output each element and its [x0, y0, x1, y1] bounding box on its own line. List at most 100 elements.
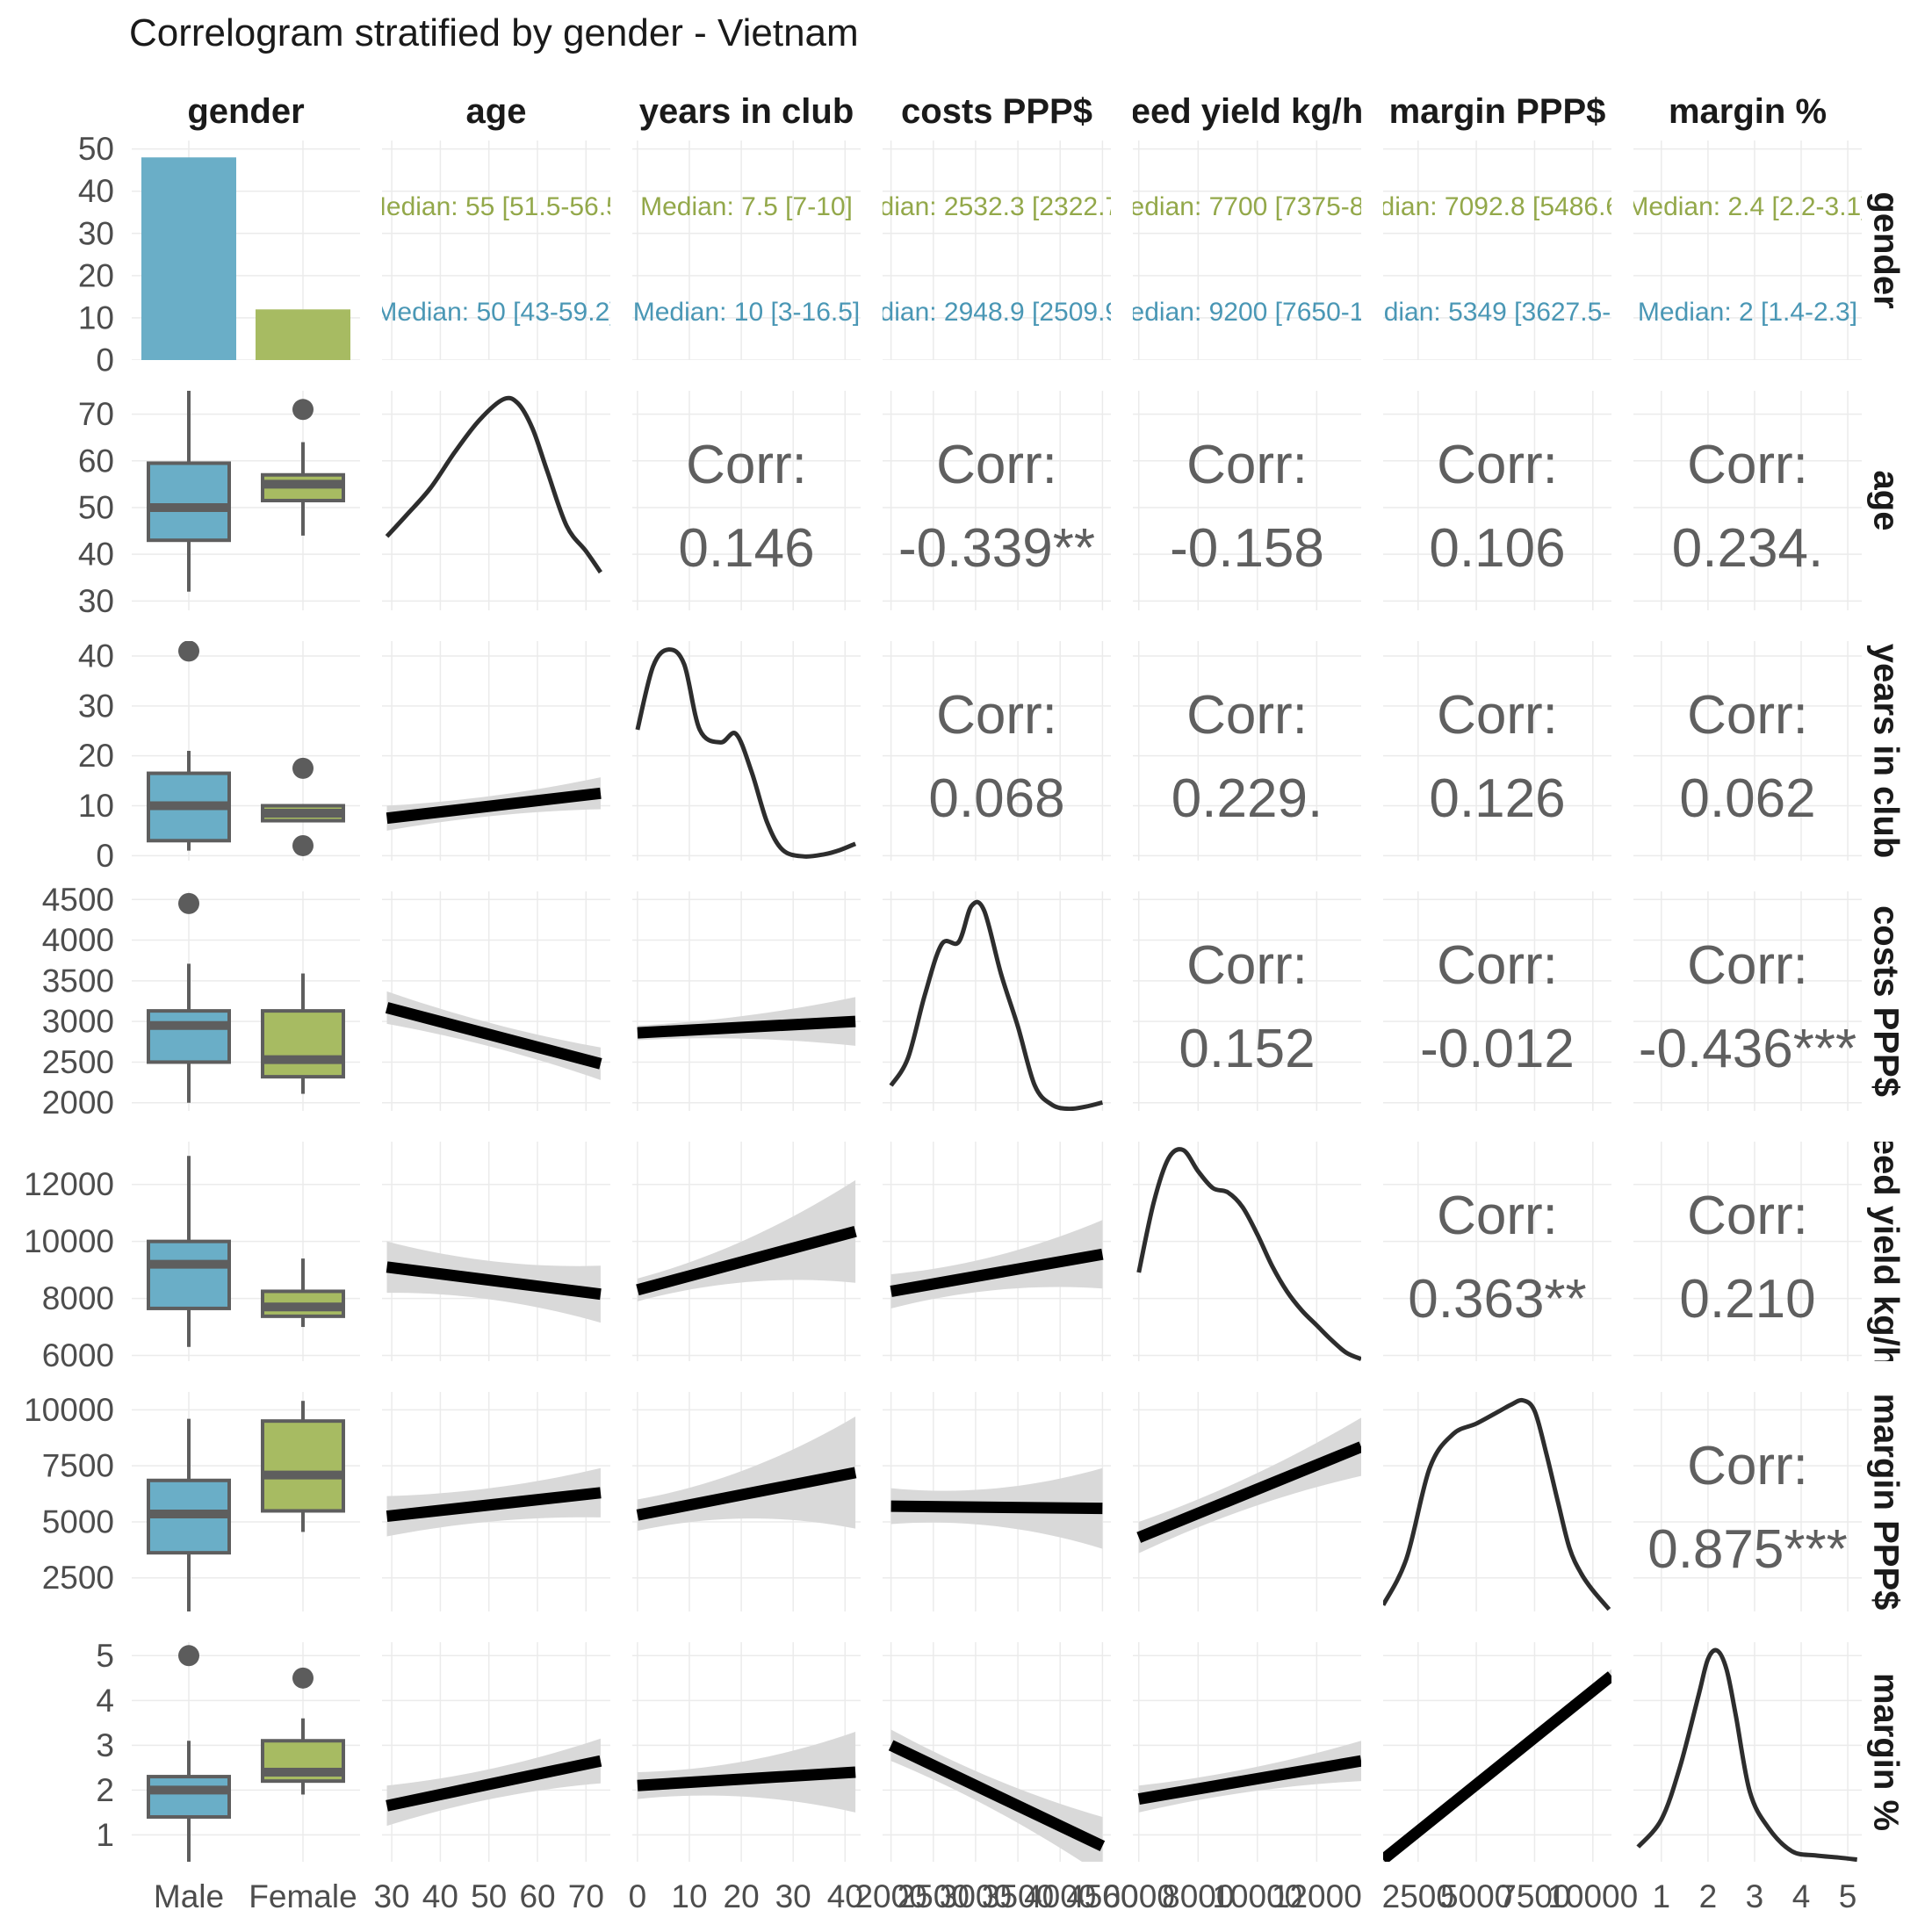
y-tick-label: 50 [78, 489, 114, 525]
x-tick-label: 6000 [1103, 1878, 1175, 1914]
panel-seed-yield-kg-ha-by-gender [132, 1142, 360, 1361]
outlier-point-female [292, 757, 314, 779]
x-tick-label: 3000 [940, 1878, 1012, 1914]
density-curve-years-in-club [635, 647, 857, 859]
x-tick-label: 2500 [898, 1878, 970, 1914]
x-tick-label: Male [154, 1878, 224, 1914]
x-tick-label: 0 [629, 1878, 647, 1914]
corr-label: Corr: [1687, 685, 1808, 746]
density-curve-margin-ppp [1383, 1397, 1611, 1611]
box-male [147, 1239, 231, 1310]
y-tick-label: 10 [78, 788, 114, 824]
regression-line [386, 1755, 602, 1812]
row-strip-group: margin % [1866, 1673, 1905, 1831]
panel-gender-by-margin: Median: 2.4 [2.2-3.1] Median: 2 [1.4-2.3] [1626, 141, 1868, 360]
regression-line [1136, 1441, 1361, 1543]
row-strip-margin-ppp: margin PPP$ [1866, 1394, 1905, 1611]
regression-line [637, 1766, 856, 1791]
y-tick-label: 10000 [24, 1223, 114, 1259]
corr-value: -0.158 [1170, 518, 1324, 579]
x-tick-label: 3500 [982, 1878, 1054, 1914]
row-strip-group: years in club [1866, 644, 1905, 859]
panel-margin-ppp-by-years-in-club [632, 1392, 861, 1611]
panel-age-by-margin-ppp: Corr: 0.106 [1383, 391, 1611, 610]
regression-line [888, 1740, 1106, 1852]
y-tick-label: 20 [78, 257, 114, 293]
median-male-margin: Median: 2 [1.4-2.3] [1638, 298, 1857, 327]
y-tick-label: 10 [78, 299, 114, 335]
x-tick-label: 10 [671, 1878, 707, 1914]
x-tick-label: 60 [519, 1878, 555, 1914]
y-tick-label: 3500 [42, 962, 114, 998]
corr-value: 0.363** [1408, 1269, 1586, 1330]
panel-years-in-club-by-margin-ppp: Corr: 0.126 [1383, 641, 1611, 861]
corr-value: 0.152 [1179, 1019, 1315, 1079]
median-male-costs-ppp: Median: 2948.9 [2509.9-3] [843, 298, 1150, 327]
panel-costs-ppp-by-margin-ppp: Corr: -0.012 [1383, 891, 1611, 1111]
y-tick-label: 2500 [42, 1044, 114, 1080]
panel-margin-by-age [382, 1642, 610, 1862]
column-strip-margin-ppp: margin PPP$ [1389, 92, 1606, 131]
panel-costs-ppp-by-years-in-club [632, 891, 861, 1111]
corr-value: 0.106 [1429, 518, 1565, 579]
y-tick-label: 2000 [42, 1085, 114, 1121]
panel-margin-ppp-by-seed-yield-kg-ha [1133, 1392, 1361, 1611]
x-tick-label: 12000 [1272, 1878, 1362, 1914]
y-tick-label: 30 [78, 583, 114, 619]
panel-matrix: Median: 55 [51.5-56.5] Median: 50 [43-59.… [132, 141, 1868, 1862]
median-male-years-in-club: Median: 10 [3-16.5] [633, 298, 861, 327]
corr-value: 0.875*** [1647, 1519, 1848, 1580]
regression-line [1383, 1671, 1611, 1862]
panel-margin-by-seed-yield-kg-ha [1133, 1642, 1361, 1862]
x-tick-label: 10000 [1212, 1878, 1302, 1914]
corr-label: Corr: [1687, 1436, 1808, 1496]
corr-label: Corr: [1186, 935, 1308, 996]
panel-costs-ppp-by-gender [132, 891, 360, 1111]
panel-age-by-years-in-club: Corr: 0.146 [632, 391, 861, 610]
outlier-point-female [292, 1667, 314, 1689]
corr-label: Corr: [1687, 1186, 1808, 1246]
panel-age-by-gender [132, 391, 360, 610]
box-male [147, 1775, 231, 1819]
panel-margin-by-margin-ppp [1383, 1642, 1611, 1862]
panel-margin-by-costs-ppp [883, 1642, 1111, 1862]
confidence-ribbon [890, 1729, 1103, 1862]
x-tick-label: 40 [422, 1878, 458, 1914]
row-strip-gender: gender [1866, 191, 1905, 308]
panel-gender-by-gender [132, 141, 360, 360]
regression-line [636, 1467, 857, 1521]
median-female-margin: Median: 2.4 [2.2-3.1] [1626, 192, 1868, 221]
regression-line [890, 1500, 1103, 1515]
y-tick-label: 40 [78, 638, 114, 674]
panel-seed-yield-kg-ha-by-age [382, 1142, 610, 1361]
y-tick-label: 4000 [42, 922, 114, 958]
panel-gender-by-seed-yield-kg-ha: Median: 7700 [7375-82] Median: 9200 [7650… [1133, 141, 1361, 360]
corr-label: Corr: [1186, 435, 1308, 495]
y-tick-label: 2500 [42, 1560, 114, 1596]
x-tick-label: 30 [373, 1878, 409, 1914]
x-tick-label: 4000 [1024, 1878, 1096, 1914]
panel-costs-ppp-by-age [382, 891, 610, 1111]
row-strip-years-in-club: years in club [1866, 644, 1905, 859]
outlier-point-female [292, 834, 314, 856]
confidence-ribbon [1138, 1417, 1361, 1554]
corr-label: Corr: [686, 435, 807, 495]
y-tick-label: 20 [78, 738, 114, 774]
x-tick-label: 10000 [1547, 1878, 1638, 1914]
panel-seed-yield-kg-ha-by-years-in-club [632, 1142, 861, 1361]
density-curve-margin [1636, 1647, 1857, 1862]
panel-margin-ppp-by-gender [132, 1392, 360, 1611]
x-tick-label: 7500 [1498, 1878, 1570, 1914]
y-tick-label: 30 [78, 688, 114, 724]
median-female-age: Median: 55 [51.5-56.5] [364, 192, 628, 221]
corr-label: Corr: [1687, 435, 1808, 495]
x-tick-label: 30 [775, 1878, 811, 1914]
y-tick-label: 60 [78, 443, 114, 479]
y-tick-label: 7500 [42, 1448, 114, 1484]
strip-labels: gender gender age age years in club years in … [187, 92, 1905, 1831]
panel-gender-by-costs-ppp: Median: 2532.3 [2322.7-3] Median: 2948.9 … [843, 141, 1150, 360]
panel-margin-by-gender [132, 1642, 360, 1862]
y-tick-label: 12000 [24, 1166, 114, 1202]
regression-line [890, 1248, 1104, 1297]
row-strip-group: age [1866, 471, 1905, 531]
